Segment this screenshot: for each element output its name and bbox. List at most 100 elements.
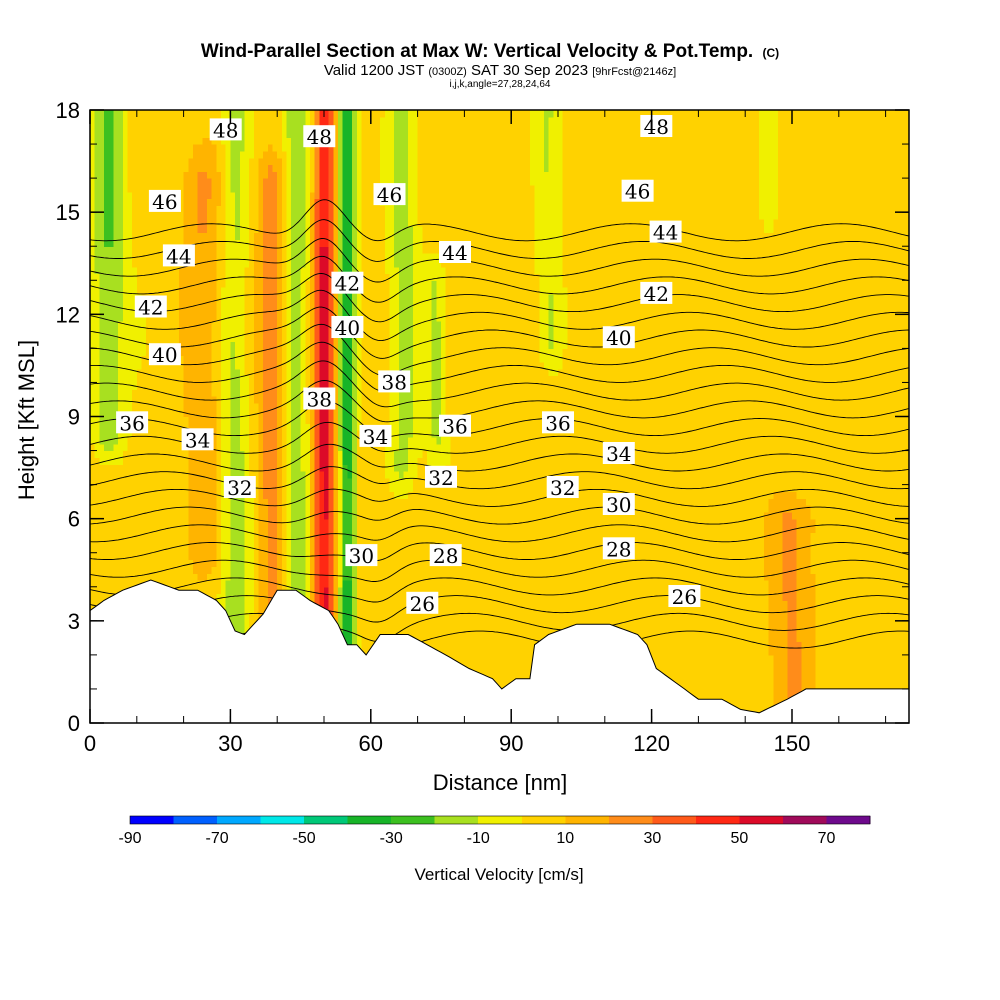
velocity-cell bbox=[90, 205, 96, 213]
velocity-cell bbox=[281, 191, 288, 200]
velocity-cell bbox=[305, 545, 311, 554]
velocity-cell bbox=[314, 368, 320, 377]
velocity-cell bbox=[132, 123, 138, 132]
velocity-cell bbox=[277, 511, 283, 520]
velocity-cell bbox=[338, 362, 344, 370]
velocity-cell bbox=[192, 573, 199, 581]
velocity-cell bbox=[118, 348, 124, 356]
velocity-cell bbox=[225, 212, 231, 220]
velocity-cell bbox=[108, 198, 114, 206]
velocity-cell bbox=[122, 253, 129, 261]
velocity-cell bbox=[127, 402, 133, 411]
velocity-cell bbox=[99, 402, 105, 411]
velocity-cell bbox=[197, 355, 203, 363]
velocity-cell bbox=[160, 470, 166, 479]
velocity-cell bbox=[300, 579, 306, 588]
velocity-cell bbox=[319, 423, 325, 431]
velocity-cell bbox=[230, 511, 236, 520]
velocity-cell bbox=[230, 191, 236, 200]
velocity-cell bbox=[183, 573, 189, 581]
velocity-cell bbox=[239, 470, 246, 479]
velocity-cell bbox=[108, 464, 114, 472]
velocity-cell bbox=[291, 259, 297, 268]
velocity-cell bbox=[338, 348, 344, 356]
velocity-cell bbox=[253, 362, 260, 370]
velocity-cell bbox=[99, 457, 105, 465]
velocity-cell bbox=[272, 450, 278, 458]
velocity-cell bbox=[127, 505, 133, 513]
velocity-cell bbox=[136, 327, 143, 336]
velocity-cell bbox=[300, 511, 306, 520]
velocity-cell bbox=[211, 300, 217, 309]
velocity-cell bbox=[127, 232, 133, 241]
velocity-cell bbox=[90, 157, 96, 166]
velocity-cell bbox=[160, 123, 166, 132]
velocity-cell bbox=[118, 110, 124, 118]
velocity-cell bbox=[230, 416, 236, 424]
velocity-cell bbox=[263, 552, 269, 561]
velocity-cell bbox=[281, 430, 288, 438]
velocity-cell bbox=[136, 362, 143, 370]
velocity-cell bbox=[221, 327, 227, 336]
velocity-cell bbox=[99, 505, 105, 513]
velocity-cell bbox=[90, 341, 96, 349]
velocity-cell bbox=[314, 477, 320, 486]
velocity-cell bbox=[244, 382, 250, 390]
velocity-cell bbox=[192, 110, 199, 118]
velocity-cell bbox=[216, 212, 222, 220]
velocity-cell bbox=[305, 436, 311, 445]
velocity-cell bbox=[192, 212, 199, 220]
velocity-cell bbox=[94, 368, 100, 377]
velocity-cell bbox=[272, 144, 278, 152]
velocity-cell bbox=[277, 130, 283, 138]
velocity-cell bbox=[160, 157, 166, 166]
velocity-cell bbox=[300, 307, 306, 315]
velocity-cell bbox=[164, 457, 171, 465]
velocity-cell bbox=[319, 150, 325, 159]
velocity-cell bbox=[118, 341, 124, 349]
velocity-cell bbox=[221, 348, 227, 356]
velocity-cell bbox=[197, 484, 203, 493]
velocity-cell bbox=[113, 443, 119, 452]
velocity-cell bbox=[113, 423, 119, 431]
velocity-cell bbox=[150, 273, 157, 281]
velocity-cell bbox=[207, 416, 213, 424]
velocity-cell bbox=[235, 402, 241, 411]
velocity-cell bbox=[132, 362, 138, 370]
velocity-cell bbox=[305, 334, 311, 343]
velocity-cell bbox=[188, 327, 194, 336]
velocity-cell bbox=[174, 470, 180, 479]
velocity-cell bbox=[338, 110, 344, 118]
velocity-cell bbox=[253, 402, 260, 411]
velocity-cell bbox=[253, 225, 260, 234]
velocity-cell bbox=[211, 198, 217, 206]
velocity-cell bbox=[127, 212, 133, 220]
velocity-cell bbox=[192, 246, 199, 254]
velocity-cell bbox=[338, 212, 344, 220]
velocity-cell bbox=[286, 355, 292, 363]
velocity-cell bbox=[216, 457, 222, 465]
velocity-cell bbox=[183, 362, 189, 370]
velocity-cell bbox=[338, 307, 344, 315]
velocity-cell bbox=[99, 382, 105, 390]
velocity-cell bbox=[150, 178, 157, 186]
velocity-cell bbox=[267, 375, 274, 384]
velocity-cell bbox=[281, 178, 288, 186]
velocity-cell bbox=[174, 327, 180, 336]
velocity-cell bbox=[202, 232, 208, 241]
velocity-cell bbox=[94, 593, 100, 601]
velocity-cell bbox=[132, 566, 138, 574]
velocity-cell bbox=[136, 430, 143, 438]
velocity-cell bbox=[267, 402, 274, 411]
velocity-cell bbox=[300, 348, 306, 356]
velocity-cell bbox=[286, 464, 292, 472]
velocity-cell bbox=[258, 423, 264, 431]
velocity-cell bbox=[244, 191, 250, 200]
velocity-cell bbox=[235, 321, 241, 329]
velocity-cell bbox=[141, 375, 147, 384]
velocity-cell bbox=[286, 321, 292, 329]
velocity-cell bbox=[211, 150, 217, 159]
velocity-cell bbox=[197, 423, 203, 431]
velocity-cell bbox=[239, 287, 246, 295]
velocity-cell bbox=[188, 498, 194, 506]
